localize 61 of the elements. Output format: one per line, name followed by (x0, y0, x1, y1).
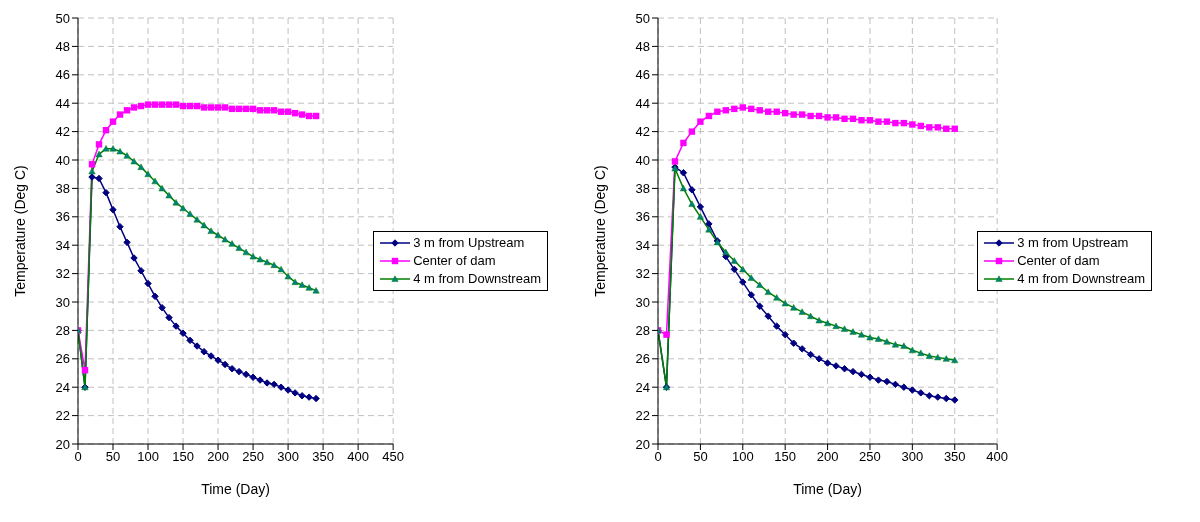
y-tick-label: 44 (55, 95, 70, 111)
y-axis-title: Temperature (Deg C) (11, 165, 28, 297)
y-tick-label: 32 (635, 266, 650, 282)
y-tick-label: 38 (635, 181, 650, 197)
x-tick-label: 400 (986, 449, 1008, 465)
legend-label: Center of dam (1017, 252, 1100, 270)
x-tick-label: 200 (207, 449, 229, 465)
y-tick-label: 34 (55, 237, 70, 253)
x-tick-label: 0 (654, 449, 662, 465)
y-tick-label: 50 (55, 10, 70, 26)
x-tick-label: 350 (312, 449, 334, 465)
y-tick-label: 34 (635, 237, 650, 253)
x-tick-label: 150 (774, 449, 797, 465)
y-tick-label: 36 (55, 209, 70, 225)
y-tick-label: 32 (55, 266, 70, 282)
x-tick-label: 200 (816, 449, 839, 465)
x-tick-label: 400 (347, 449, 369, 465)
y-tick-label: 22 (55, 408, 70, 424)
y-tick-label: 22 (635, 408, 650, 424)
y-tick-label: 42 (635, 124, 650, 140)
y-tick-label: 46 (635, 67, 650, 83)
y-tick-label: 48 (55, 39, 70, 55)
y-tick-label: 30 (635, 294, 650, 310)
y-tick-label: 40 (55, 152, 70, 168)
y-tick-label: 38 (55, 181, 70, 197)
y-tick-label: 36 (635, 209, 650, 225)
legend-label: Center of dam (413, 252, 496, 270)
y-tick-label: 44 (635, 95, 650, 111)
y-tick-label: 48 (635, 39, 650, 55)
x-tick-label: 450 (382, 449, 404, 465)
x-tick-label: 100 (731, 449, 754, 465)
y-tick-label: 20 (55, 436, 70, 452)
y-axis-title: Temperature (Deg C) (591, 165, 608, 297)
legend-label: 3 m from Upstream (1017, 234, 1129, 252)
y-tick-label: 28 (55, 323, 70, 339)
y-tick-label: 26 (635, 351, 650, 367)
x-tick-label: 300 (901, 449, 924, 465)
x-tick-label: 250 (859, 449, 881, 465)
x-tick-label: 100 (137, 449, 159, 465)
y-tick-label: 28 (635, 323, 650, 339)
y-tick-label: 24 (635, 379, 650, 395)
x-tick-label: 350 (943, 449, 966, 465)
y-tick-label: 40 (635, 152, 650, 168)
y-tick-label: 20 (635, 436, 650, 452)
y-tick-label: 30 (55, 294, 70, 310)
x-axis-title: Time (Day) (201, 481, 270, 497)
x-tick-label: 250 (242, 449, 264, 465)
x-tick-label: 300 (277, 449, 299, 465)
y-tick-label: 42 (55, 124, 70, 140)
x-tick-label: 50 (105, 449, 121, 465)
y-tick-label: 26 (55, 351, 70, 367)
y-tick-label: 46 (55, 67, 70, 83)
legend-label: 4 m from Downstream (1017, 270, 1145, 288)
y-tick-label: 24 (55, 379, 70, 395)
x-tick-label: 150 (172, 449, 194, 465)
legend-label: 3 m from Upstream (413, 234, 525, 252)
x-tick-label: 0 (74, 449, 82, 465)
x-tick-label: 50 (693, 449, 708, 465)
legend-label: 4 m from Downstream (413, 270, 541, 288)
x-axis-title: Time (Day) (793, 481, 862, 497)
y-tick-label: 50 (635, 10, 650, 26)
